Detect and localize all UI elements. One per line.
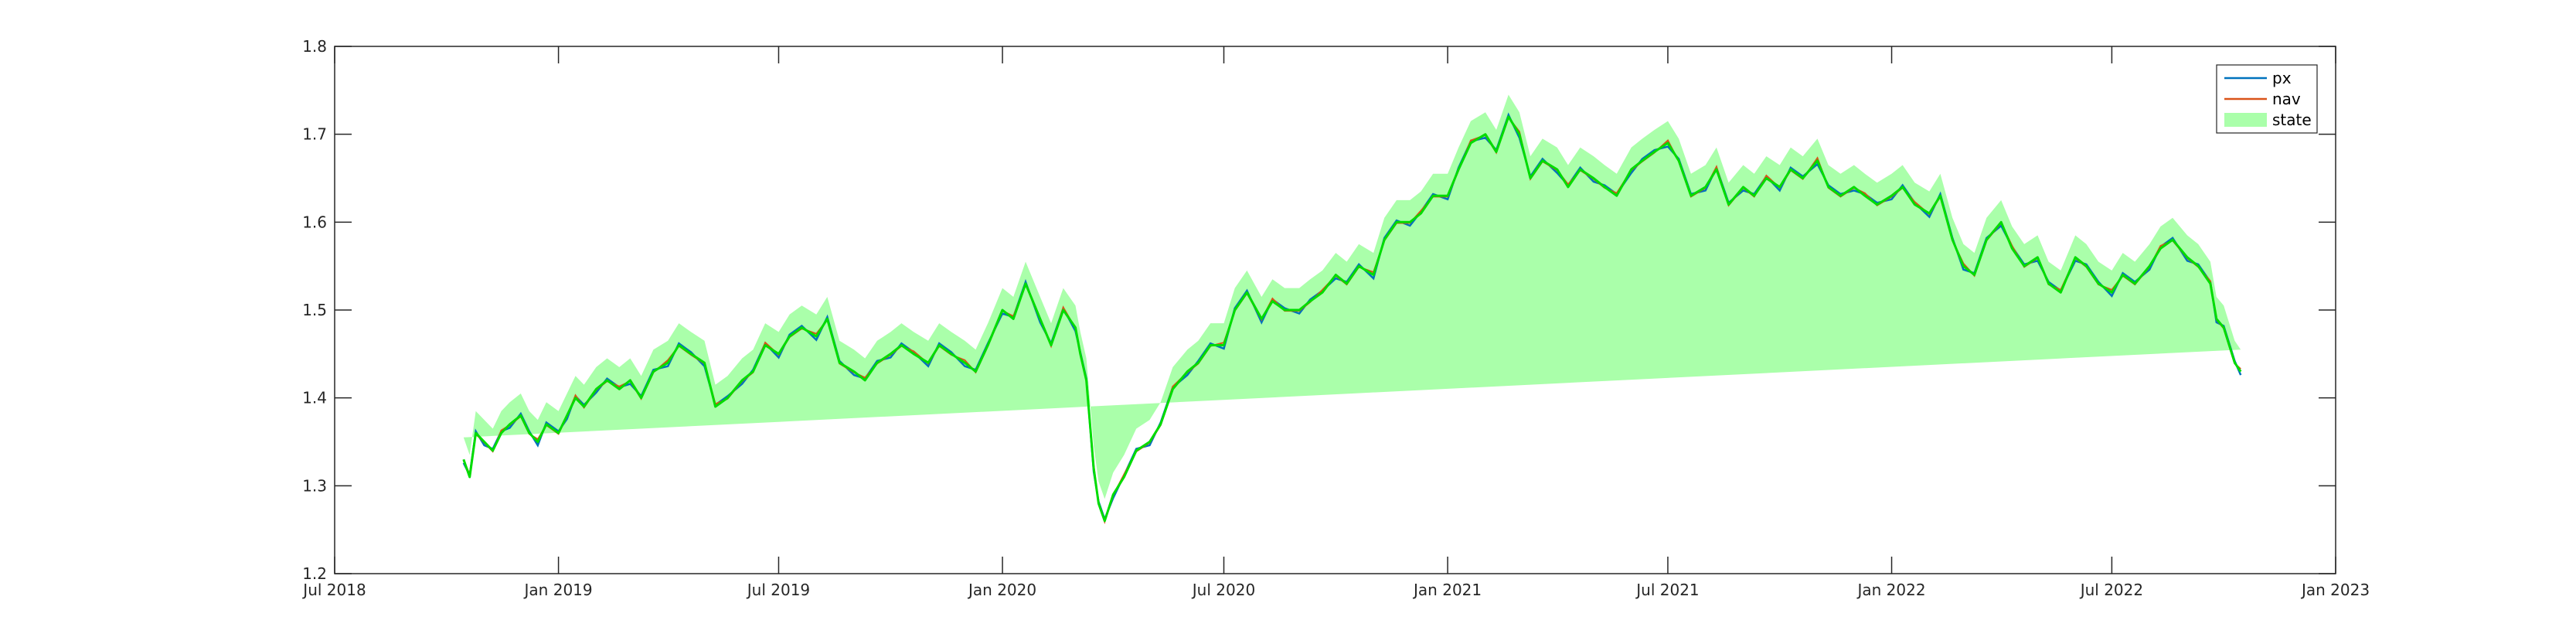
axes: 1.2 1.3 1.4 1.5 1.6 1.7 1.8 Jul 2018 Jan 2019 Jul… — [301, 37, 2370, 599]
x-tick-label: Jul 2019 — [746, 581, 810, 599]
x-tick-label: Jan 2019 — [523, 581, 593, 599]
legend-swatch-state — [2224, 113, 2267, 127]
legend-label-px: px — [2272, 69, 2292, 87]
y-tick-label: 1.4 — [302, 389, 327, 407]
series-state-line — [462, 115, 2242, 523]
y-tick-label: 1.2 — [302, 564, 327, 583]
x-tick-label: Jan 2020 — [967, 581, 1036, 599]
y-tick-label: 1.7 — [302, 125, 327, 144]
x-tick-label: Jul 2021 — [1635, 581, 1699, 599]
x-tick-label: Jul 2022 — [2079, 581, 2143, 599]
x-tick-label: Jul 2018 — [301, 581, 366, 599]
x-tick-label: Jan 2021 — [1412, 581, 1482, 599]
x-tick-label: Jan 2023 — [2300, 581, 2370, 599]
legend-label-state: state — [2272, 111, 2312, 129]
legend: px nav state — [2216, 64, 2318, 134]
y-tick-label: 1.5 — [302, 301, 327, 319]
y-tick-label: 1.6 — [302, 213, 327, 231]
y-tick-label: 1.8 — [302, 37, 327, 56]
series-state-band — [463, 94, 2241, 499]
x-tick-label: Jul 2020 — [1191, 581, 1255, 599]
plot-area — [462, 94, 2242, 525]
y-tick-label: 1.3 — [302, 476, 327, 495]
legend-label-nav: nav — [2272, 90, 2301, 108]
x-tick-label: Jan 2022 — [1856, 581, 1925, 599]
